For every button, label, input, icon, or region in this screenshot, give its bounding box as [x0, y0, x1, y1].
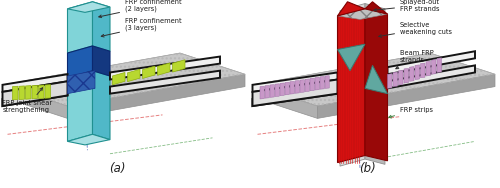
- Text: FRP confinement
(2 layers): FRP confinement (2 layers): [99, 0, 182, 18]
- Polygon shape: [270, 85, 274, 97]
- Polygon shape: [172, 60, 185, 72]
- Polygon shape: [340, 4, 365, 166]
- Polygon shape: [2, 88, 68, 106]
- Polygon shape: [265, 85, 269, 98]
- Polygon shape: [393, 72, 398, 87]
- Text: Selective
weakening cuts: Selective weakening cuts: [379, 22, 452, 37]
- Polygon shape: [92, 71, 110, 140]
- Polygon shape: [280, 83, 284, 96]
- Polygon shape: [275, 84, 279, 96]
- Polygon shape: [365, 9, 388, 161]
- Polygon shape: [295, 80, 299, 93]
- Polygon shape: [285, 82, 289, 95]
- Polygon shape: [68, 71, 92, 141]
- Polygon shape: [388, 74, 392, 88]
- Polygon shape: [415, 65, 420, 80]
- Polygon shape: [365, 4, 385, 164]
- Polygon shape: [110, 57, 220, 80]
- Polygon shape: [32, 85, 38, 99]
- Text: FRP strips: FRP strips: [388, 107, 433, 118]
- Polygon shape: [252, 72, 338, 92]
- Text: Beam FRP
strands: Beam FRP strands: [396, 50, 434, 69]
- Polygon shape: [19, 86, 24, 99]
- Polygon shape: [92, 2, 110, 51]
- Polygon shape: [158, 63, 170, 75]
- Polygon shape: [365, 65, 388, 94]
- Polygon shape: [38, 85, 44, 99]
- Polygon shape: [388, 65, 475, 88]
- Polygon shape: [68, 134, 110, 145]
- Polygon shape: [290, 81, 294, 94]
- Polygon shape: [338, 44, 365, 71]
- Polygon shape: [437, 58, 442, 72]
- Polygon shape: [420, 63, 425, 78]
- Polygon shape: [252, 85, 318, 118]
- Polygon shape: [68, 2, 92, 53]
- Polygon shape: [338, 2, 365, 16]
- Polygon shape: [110, 71, 220, 94]
- Polygon shape: [325, 76, 329, 88]
- Polygon shape: [404, 68, 408, 83]
- Polygon shape: [68, 74, 245, 118]
- Polygon shape: [310, 78, 314, 91]
- Polygon shape: [128, 69, 140, 82]
- Polygon shape: [45, 85, 51, 98]
- Polygon shape: [68, 2, 110, 12]
- Polygon shape: [365, 2, 388, 14]
- Polygon shape: [320, 77, 324, 89]
- Polygon shape: [338, 9, 388, 19]
- Polygon shape: [338, 9, 365, 163]
- Polygon shape: [2, 53, 245, 106]
- Polygon shape: [398, 70, 403, 85]
- Text: Splayed-out
FRP strands: Splayed-out FRP strands: [374, 0, 440, 12]
- Polygon shape: [300, 80, 304, 92]
- Polygon shape: [252, 80, 338, 106]
- Polygon shape: [68, 46, 92, 78]
- Polygon shape: [12, 86, 18, 100]
- Polygon shape: [92, 46, 110, 76]
- Polygon shape: [112, 72, 125, 85]
- Polygon shape: [318, 74, 495, 118]
- Polygon shape: [305, 79, 309, 92]
- Polygon shape: [2, 85, 68, 118]
- Polygon shape: [252, 53, 495, 106]
- Text: (a): (a): [109, 162, 126, 175]
- Polygon shape: [142, 66, 155, 78]
- Polygon shape: [432, 60, 436, 74]
- Text: FRP confinement
(3 layers): FRP confinement (3 layers): [102, 18, 182, 37]
- Polygon shape: [2, 81, 68, 106]
- Polygon shape: [252, 87, 338, 106]
- Polygon shape: [426, 61, 430, 76]
- Polygon shape: [315, 77, 320, 90]
- Text: FRP joint shear
strengthening: FRP joint shear strengthening: [2, 88, 52, 113]
- Polygon shape: [410, 67, 414, 81]
- Text: (b): (b): [359, 162, 376, 175]
- Polygon shape: [388, 51, 475, 74]
- Polygon shape: [68, 71, 95, 94]
- Polygon shape: [260, 86, 264, 99]
- Polygon shape: [2, 74, 68, 92]
- Polygon shape: [26, 86, 31, 99]
